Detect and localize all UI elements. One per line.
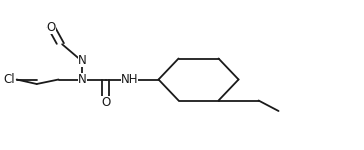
Text: O: O: [101, 96, 110, 108]
Text: N: N: [78, 54, 87, 66]
Text: O: O: [47, 21, 56, 33]
Text: Cl: Cl: [3, 73, 15, 86]
Text: N: N: [78, 73, 87, 86]
Text: NH: NH: [121, 73, 138, 86]
